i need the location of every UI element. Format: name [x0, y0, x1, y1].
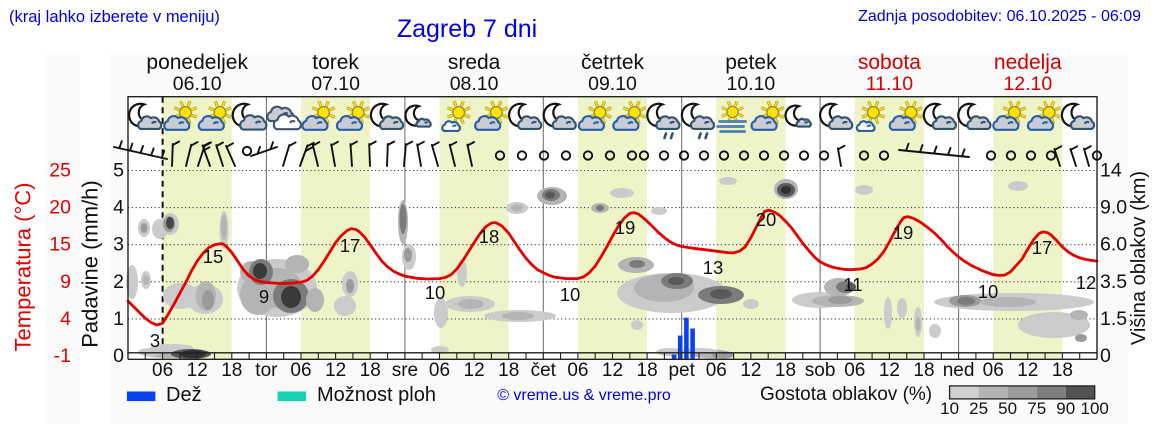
svg-text:12: 12 — [740, 360, 761, 381]
svg-text:06: 06 — [983, 360, 1004, 381]
svg-text:25: 25 — [49, 160, 71, 182]
svg-text:(kraj lahko izberete v meniju): (kraj lahko izberete v meniju) — [9, 8, 220, 26]
svg-text:0: 0 — [1100, 345, 1111, 367]
svg-text:10.10: 10.10 — [726, 73, 775, 95]
svg-text:10: 10 — [978, 281, 999, 302]
svg-text:50: 50 — [998, 399, 1017, 418]
svg-text:90: 90 — [1056, 399, 1075, 418]
svg-text:Višina oblakov (km): Višina oblakov (km) — [1128, 171, 1150, 345]
svg-text:ponedeljek: ponedeljek — [146, 51, 248, 74]
svg-text:Padavine (mm/h): Padavine (mm/h) — [78, 180, 103, 348]
svg-text:18: 18 — [637, 360, 658, 381]
svg-text:3.5: 3.5 — [1100, 271, 1127, 293]
svg-text:sreda: sreda — [448, 51, 501, 74]
svg-text:nedelja: nedelja — [994, 51, 1062, 74]
svg-text:06: 06 — [567, 360, 588, 381]
svg-text:18: 18 — [479, 226, 500, 247]
svg-text:18: 18 — [775, 360, 796, 381]
svg-text:četrtek: četrtek — [581, 51, 645, 74]
svg-text:12: 12 — [602, 360, 623, 381]
svg-text:3: 3 — [150, 330, 160, 351]
svg-text:20: 20 — [49, 197, 71, 219]
svg-text:12.10: 12.10 — [1003, 73, 1052, 95]
svg-text:06: 06 — [429, 360, 450, 381]
svg-text:100: 100 — [1081, 399, 1109, 418]
svg-text:18: 18 — [1052, 360, 1073, 381]
svg-text:4: 4 — [113, 197, 124, 219]
svg-text:10: 10 — [940, 399, 959, 418]
svg-text:Gostota oblakov (%): Gostota oblakov (%) — [760, 384, 932, 405]
svg-text:06: 06 — [152, 360, 173, 381]
svg-text:1: 1 — [113, 308, 124, 330]
svg-text:pet: pet — [668, 360, 695, 381]
svg-text:9: 9 — [60, 271, 71, 293]
svg-text:12: 12 — [879, 360, 900, 381]
svg-text:Zagreb 7 dni: Zagreb 7 dni — [397, 15, 537, 43]
svg-text:12: 12 — [1076, 272, 1097, 293]
svg-text:09.10: 09.10 — [588, 73, 637, 95]
svg-text:tor: tor — [255, 360, 278, 381]
svg-text:08.10: 08.10 — [450, 73, 499, 95]
svg-text:sre: sre — [392, 360, 418, 381]
svg-text:Temperatura (°C): Temperatura (°C) — [11, 183, 36, 352]
svg-text:14: 14 — [1100, 160, 1122, 182]
svg-text:11: 11 — [843, 274, 862, 295]
svg-text:Dež: Dež — [166, 384, 202, 406]
svg-text:Možnost ploh: Možnost ploh — [317, 384, 436, 406]
svg-text:75: 75 — [1027, 399, 1046, 418]
svg-text:12: 12 — [325, 360, 346, 381]
svg-text:© vreme.us & vreme.pro: © vreme.us & vreme.pro — [497, 387, 671, 404]
svg-text:15: 15 — [49, 234, 71, 256]
svg-text:10: 10 — [560, 284, 581, 305]
svg-text:sobota: sobota — [858, 51, 921, 74]
svg-text:06: 06 — [844, 360, 865, 381]
svg-text:06: 06 — [290, 360, 311, 381]
svg-text:petek: petek — [725, 51, 777, 74]
svg-text:12: 12 — [464, 360, 485, 381]
svg-text:4: 4 — [60, 308, 71, 330]
svg-text:-1: -1 — [54, 345, 71, 367]
svg-text:5: 5 — [113, 160, 124, 182]
svg-text:Zadnja posodobitev: 06.10.2025: Zadnja posodobitev: 06.10.2025 - 06:09 — [858, 8, 1141, 25]
svg-text:18: 18 — [913, 360, 934, 381]
svg-text:19: 19 — [615, 217, 636, 238]
svg-text:1.5: 1.5 — [1100, 308, 1127, 330]
svg-text:2: 2 — [113, 271, 124, 293]
svg-text:06.10: 06.10 — [173, 73, 222, 95]
svg-text:25: 25 — [969, 399, 988, 418]
svg-text:sob: sob — [805, 360, 836, 381]
svg-text:18: 18 — [498, 360, 519, 381]
svg-text:18: 18 — [221, 360, 242, 381]
svg-text:13: 13 — [703, 257, 724, 278]
svg-text:12: 12 — [1017, 360, 1038, 381]
svg-text:10: 10 — [425, 282, 446, 303]
svg-text:18: 18 — [360, 360, 381, 381]
svg-text:9.0: 9.0 — [1100, 197, 1127, 219]
svg-text:12: 12 — [187, 360, 208, 381]
svg-text:17: 17 — [1032, 237, 1053, 258]
svg-text:čet: čet — [531, 360, 557, 381]
svg-text:11.10: 11.10 — [866, 73, 914, 95]
svg-text:07.10: 07.10 — [311, 73, 360, 95]
svg-text:15: 15 — [203, 246, 224, 267]
svg-text:3: 3 — [113, 234, 124, 256]
svg-text:20: 20 — [756, 209, 777, 230]
svg-text:ned: ned — [943, 360, 975, 381]
svg-text:19: 19 — [893, 222, 914, 243]
svg-text:9: 9 — [259, 286, 269, 307]
svg-text:06: 06 — [706, 360, 727, 381]
svg-text:0: 0 — [113, 345, 124, 367]
svg-text:17: 17 — [340, 235, 361, 256]
svg-text:6.0: 6.0 — [1100, 234, 1127, 256]
svg-text:torek: torek — [312, 51, 359, 74]
